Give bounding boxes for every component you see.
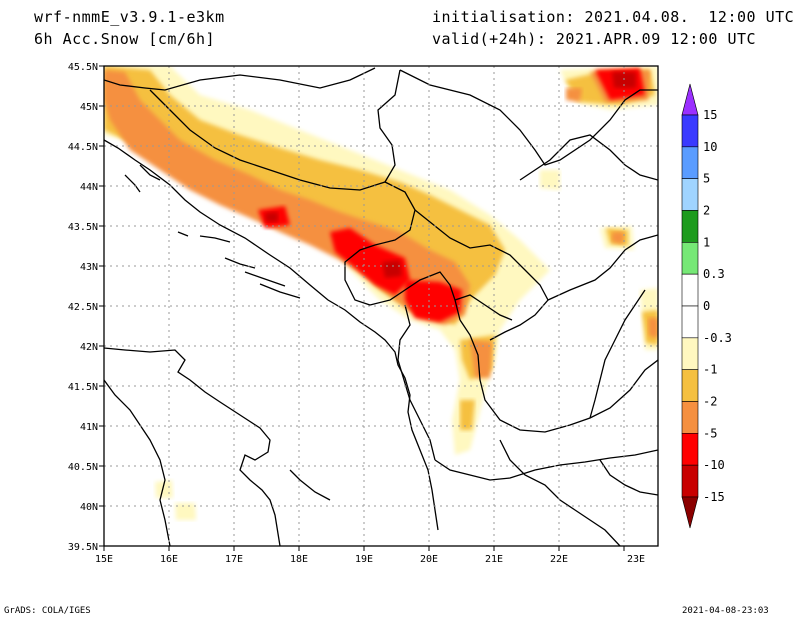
border-bih [149,89,416,306]
colorbar-label: 5 [703,172,710,186]
colorbar-label: -1 [703,363,717,377]
colorbar: 15 10 5 2 1 0.3 0 -0.3 -1 -2 -5 -10 -15 [681,83,732,529]
colorbar-label: 10 [703,140,717,154]
colorbar-label: -10 [703,458,725,472]
border-bulgaria-north [519,134,658,181]
colorbar-segment [681,210,699,243]
snow-band-orange [612,232,624,244]
border-kosovo [454,294,513,321]
lat-tick-label: 42N [80,342,98,353]
border-macedonia [459,319,658,433]
colorbar-label: -15 [703,490,725,504]
colorbar-label: 0 [703,299,710,313]
lat-tick-label: 45N [80,102,98,113]
lat-labels: 45.5N 45N 44.5N 44N 43.5N 43N 42.5N 42N … [68,62,98,553]
lat-tick-label: 41.5N [68,382,98,393]
colorbar-segment [681,114,699,148]
islands [124,164,301,299]
border-greece [434,449,658,481]
border-albania [397,304,436,461]
snow-core-red [330,228,410,295]
lat-tick-label: 44.5N [68,142,98,153]
colorbar-segment [681,401,699,434]
valid-time: valid(+24h): 2021.APR.09 12:00 UTC [432,30,757,48]
snow-core-darkred [382,260,402,278]
colorbar-label: 1 [703,235,710,249]
border-serbia [377,69,401,183]
colorbar-segment [681,433,699,466]
timestamp-text: 2021-04-08-23:03 [682,606,769,616]
border-serbia [414,209,549,341]
snow-core-darkred [265,212,278,222]
greece-coast [499,439,621,546]
snow-band-light [540,170,560,190]
lat-tick-label: 42.5N [68,302,98,313]
colorbar-segment [681,242,699,275]
lat-tick-label: 44N [80,182,98,193]
colorbar-segment [681,146,699,179]
credit-text: GrADS: COLA/IGES [4,606,91,616]
lon-tick-label: 18E [290,554,308,565]
lat-tick-label: 39.5N [68,542,98,553]
italy-coastline [104,347,281,546]
colorbar-label: 15 [703,108,717,122]
lat-tick-label: 40N [80,502,98,513]
colorbar-segment [681,464,699,498]
colorbar-segment [681,369,699,402]
colorbar-label: 2 [703,204,710,218]
colorbar-label: -0.3 [703,331,732,345]
colorbar-top-triangle [681,83,699,116]
snow-band-orange [566,88,582,102]
italy-coastline [104,379,171,546]
snow-band-yellow [460,400,475,430]
tick-marks [99,65,625,551]
colorbar-label: -2 [703,395,717,409]
border-romania [399,69,658,166]
lat-tick-label: 43.5N [68,222,98,233]
lon-tick-label: 22E [550,554,568,565]
lon-tick-label: 16E [160,554,178,565]
snow-field [104,66,658,520]
colorbar-segment [681,305,699,339]
colorbar-segment [681,337,699,370]
lon-labels: 15E 16E 17E 18E 19E 20E 21E 22E 23E [95,554,645,565]
colorbar-bottom-triangle [681,496,699,529]
model-title: wrf-nmmE_v3.9.1-e3km [34,8,225,26]
colorbar-label: -5 [703,426,717,440]
italy-coastline [289,469,331,501]
snow-band-orange [648,318,658,338]
lat-tick-label: 40.5N [68,462,98,473]
colorbar-segment [681,273,699,307]
colorbar-label: 0.3 [703,267,725,281]
lat-tick-label: 41N [80,422,98,433]
lat-tick-label: 43N [80,262,98,273]
border-macedonia-bulgaria [589,289,646,419]
border-north [104,67,376,91]
lon-tick-label: 15E [95,554,113,565]
field-title: 6h Acc.Snow [cm/6h] [34,30,216,48]
border-bulgaria [547,234,658,301]
lon-tick-label: 21E [485,554,503,565]
lon-tick-label: 23E [627,554,645,565]
lat-tick-label: 45.5N [68,62,98,73]
border-montenegro [369,271,461,321]
snow-core-red [405,280,462,322]
lon-tick-label: 19E [355,554,373,565]
colorbar-segment [681,178,699,211]
lon-tick-label: 17E [225,554,243,565]
coastlines-borders [104,67,658,546]
adriatic-coastline [104,139,439,531]
lon-tick-label: 20E [420,554,438,565]
snow-band-light [175,503,196,520]
init-time: initialisation: 2021.04.08. 12:00 UTC [432,8,795,26]
gridlines [104,66,658,546]
greece-coast [599,459,658,496]
